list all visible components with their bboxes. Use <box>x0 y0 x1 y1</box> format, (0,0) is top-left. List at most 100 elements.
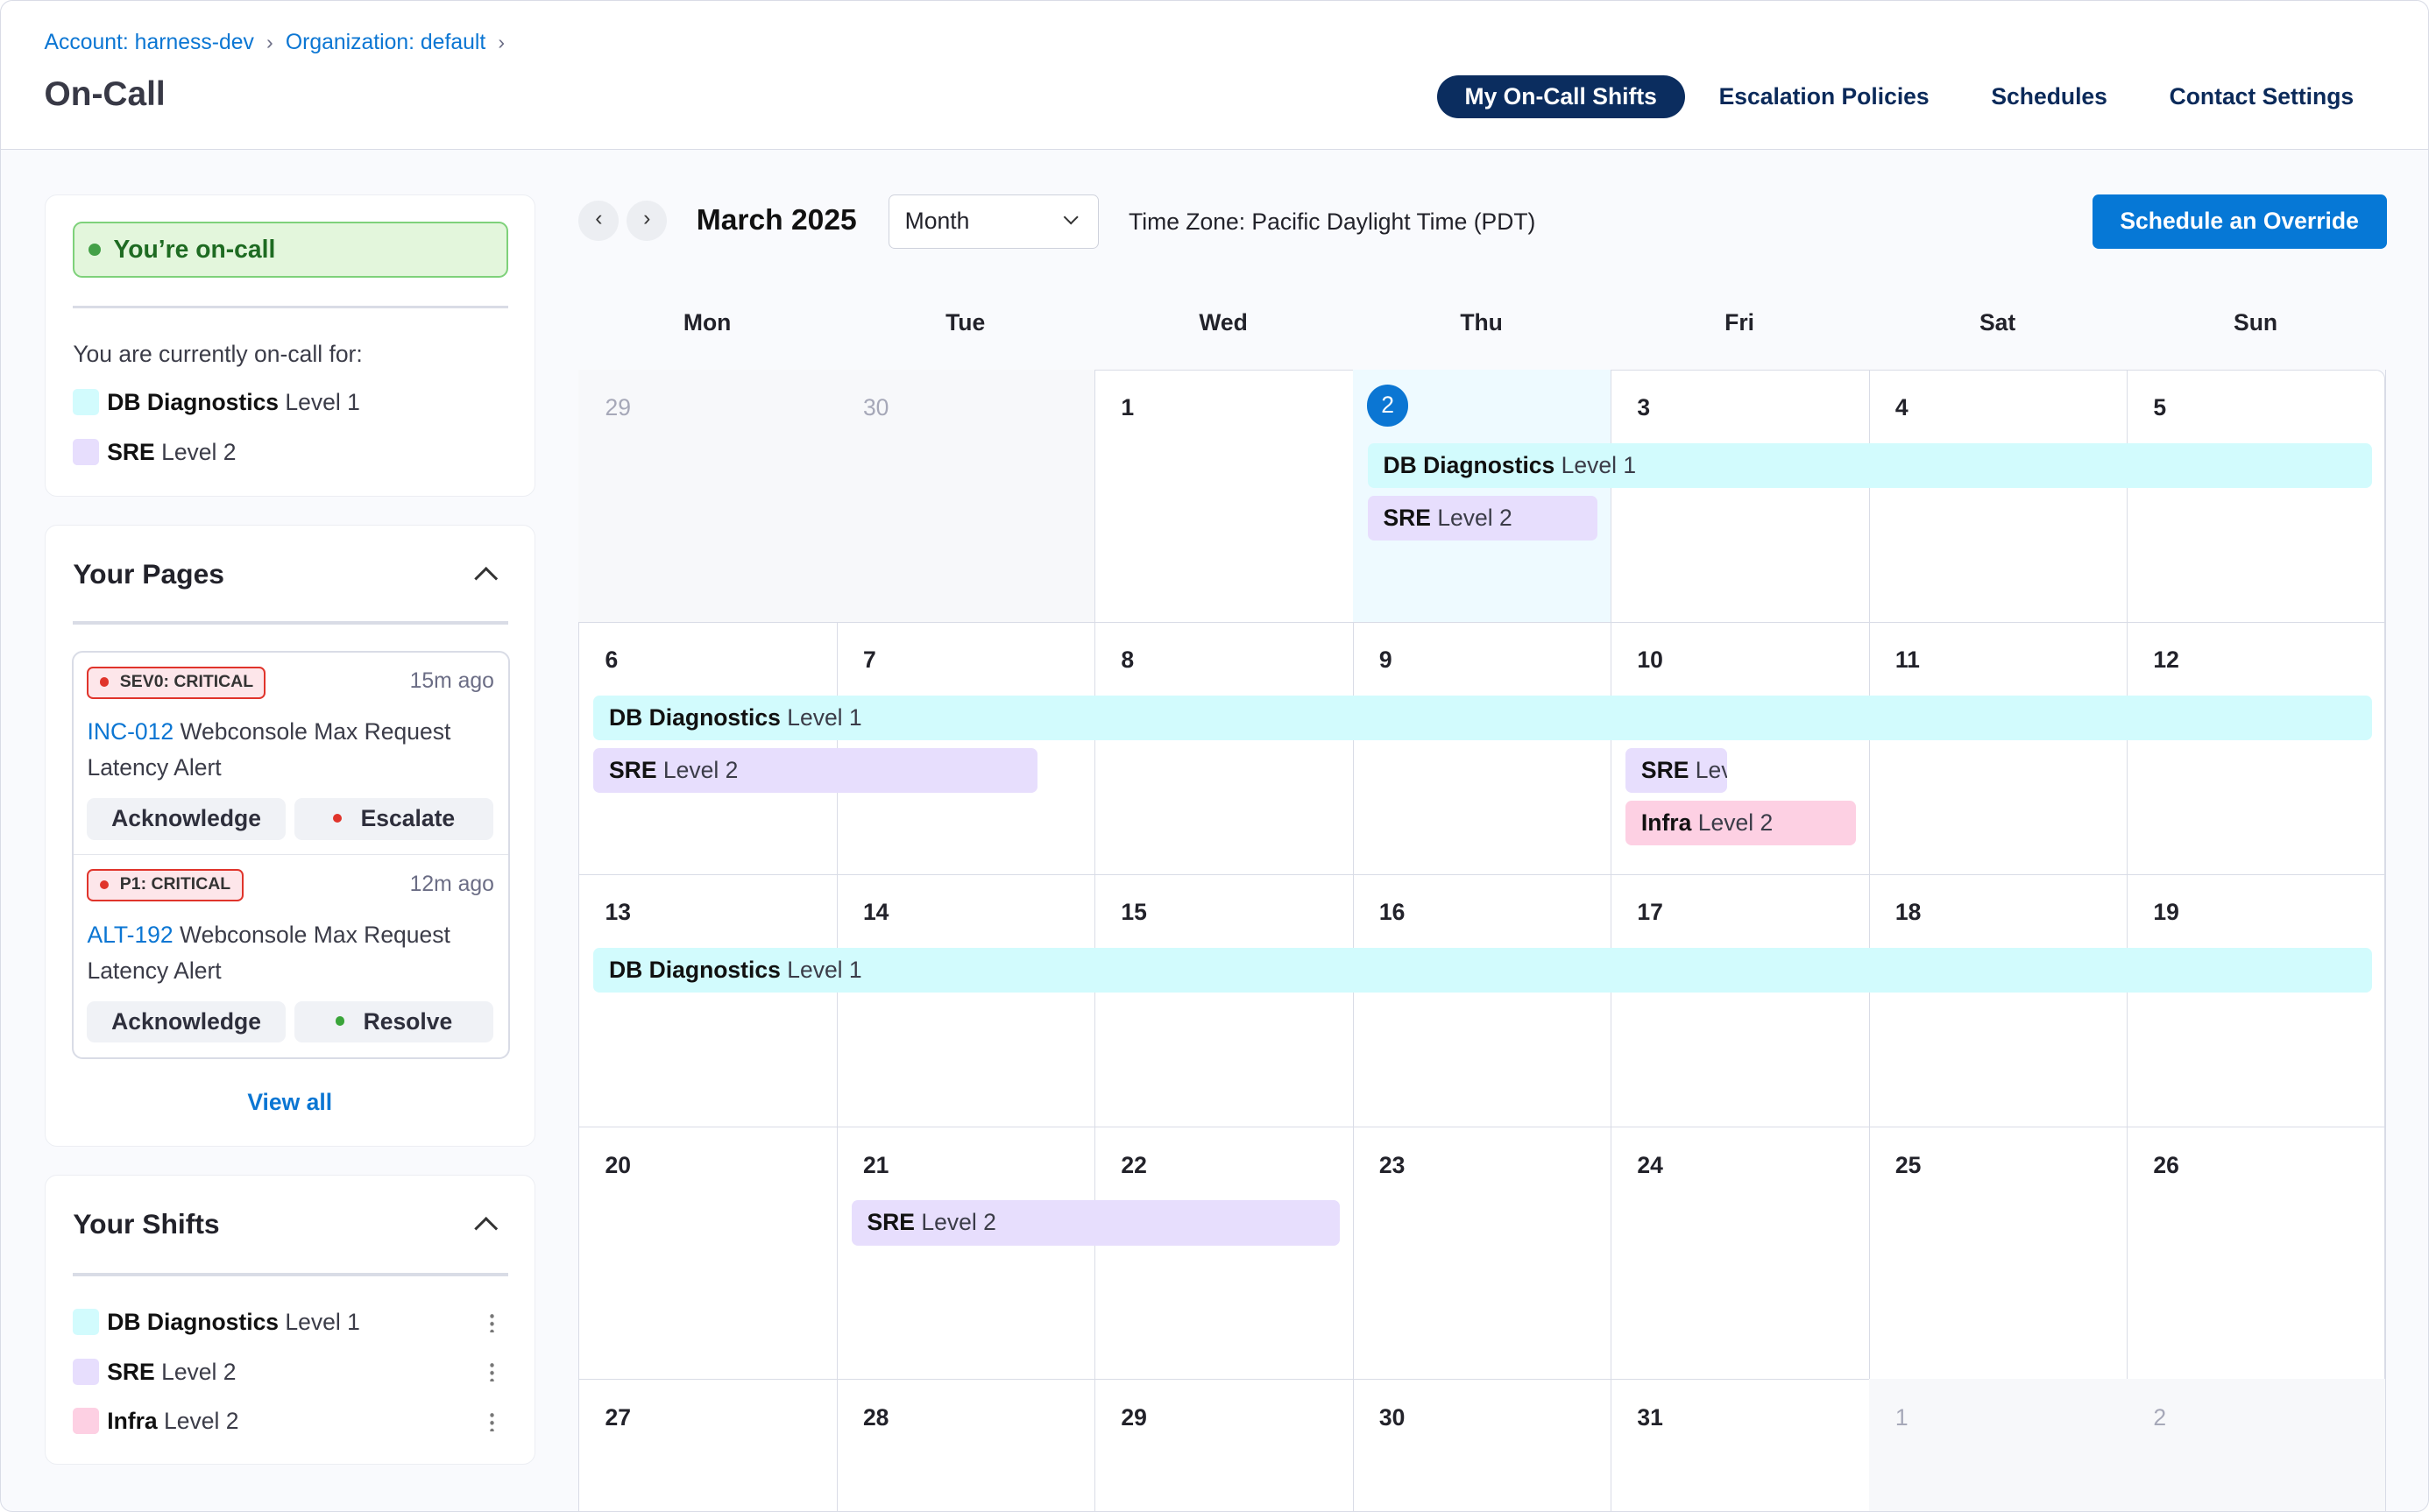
more-options-icon[interactable] <box>489 1410 494 1431</box>
day-cell[interactable]: 1 <box>1868 1379 2128 1511</box>
day-cell[interactable]: 31 <box>1611 1379 1870 1511</box>
breadcrumb-account[interactable]: Account: harness-dev <box>44 30 254 54</box>
color-swatch <box>73 388 100 416</box>
incident-link[interactable]: INC-012 <box>87 718 174 745</box>
day-cell[interactable]: 15 <box>1094 874 1354 1128</box>
day-cell[interactable]: 25 <box>1868 1127 2128 1381</box>
on-call-badge-label: You’re on-call <box>113 235 276 264</box>
schedule-override-button[interactable]: Schedule an Override <box>2092 194 2387 249</box>
day-cell[interactable]: 7 <box>836 621 1096 876</box>
day-cell[interactable]: 22 <box>1094 1127 1354 1381</box>
day-number: 27 <box>605 1403 631 1431</box>
day-cell[interactable]: 4 <box>1868 369 2128 623</box>
day-cell[interactable]: 16 <box>1352 874 1612 1128</box>
day-cell[interactable]: 20 <box>578 1127 838 1381</box>
day-cell[interactable]: 29 <box>1094 1379 1354 1511</box>
your-shifts-card: Your Shifts DB Diagnostics Level 1 SRE L… <box>44 1175 535 1465</box>
page-item[interactable]: P1: CRITICAL 12m ago ALT-192 Webconsole … <box>74 855 508 1058</box>
day-cell[interactable]: 19 <box>2127 874 2386 1128</box>
day-cell[interactable]: 21 <box>836 1127 1096 1381</box>
shift-event[interactable]: SRE Level 2 <box>1625 748 1727 794</box>
page-title-text: INC-012 Webconsole Max Request Latency A… <box>87 718 451 781</box>
more-options-icon[interactable] <box>489 1311 494 1332</box>
divider <box>73 1273 509 1276</box>
day-number: 30 <box>862 394 889 421</box>
day-cell[interactable]: 30 <box>1353 1379 1612 1511</box>
tab-schedules[interactable]: Schedules <box>1991 82 2107 110</box>
day-number: 3 <box>1637 394 1651 421</box>
month-label: March 2025 <box>696 203 857 237</box>
weekday-header: Wed <box>1199 308 1248 336</box>
day-cell[interactable]: 27 <box>578 1379 838 1511</box>
day-cell[interactable]: 23 <box>1352 1127 1612 1381</box>
escalate-button[interactable]: Escalate <box>294 797 493 840</box>
day-number: 31 <box>1637 1403 1663 1431</box>
acknowledge-button[interactable]: Acknowledge <box>87 797 286 840</box>
page-age: 15m ago <box>409 669 494 694</box>
day-number: 26 <box>2153 1151 2179 1178</box>
tab-my-on-call-shifts[interactable]: My On-Call Shifts <box>1436 74 1685 119</box>
day-number: 11 <box>1894 646 1920 674</box>
day-cell[interactable]: 10 <box>1611 621 1870 876</box>
day-number: 1 <box>1121 394 1135 421</box>
next-month-button[interactable]: › <box>627 201 668 241</box>
pages-list: SEV0: CRITICAL 15m ago INC-012 Webconsol… <box>71 650 510 1060</box>
shift-event[interactable]: DB Diagnostics Level 1 <box>1367 442 2372 489</box>
shift-event[interactable]: SRE Level 2 <box>851 1200 1340 1246</box>
day-cell[interactable]: 18 <box>1868 874 2128 1128</box>
shift-event[interactable]: DB Diagnostics Level 1 <box>593 948 2372 993</box>
shift-event[interactable]: Infra Level 2 <box>1625 801 1856 846</box>
tab-escalation-policies[interactable]: Escalation Policies <box>1718 82 1930 110</box>
day-cell[interactable]: 29 <box>578 369 838 623</box>
shift-item[interactable]: SRE Level 2 <box>107 1358 237 1385</box>
day-number: 21 <box>862 1151 889 1178</box>
day-cell[interactable]: 13 <box>578 874 838 1128</box>
acknowledge-button[interactable]: Acknowledge <box>87 1000 286 1043</box>
day-number: 14 <box>862 899 889 926</box>
page-item[interactable]: SEV0: CRITICAL 15m ago INC-012 Webconsol… <box>73 653 508 856</box>
day-number: 13 <box>605 899 631 926</box>
day-cell[interactable]: 28 <box>837 1379 1096 1511</box>
chevron-up-icon[interactable] <box>473 1217 499 1241</box>
page-title-text: ALT-192 Webconsole Max Request Latency A… <box>87 922 450 984</box>
day-cell[interactable]: 8 <box>1094 621 1354 876</box>
day-cell[interactable]: 1 <box>1094 369 1354 623</box>
day-cell[interactable]: 2 <box>2127 1379 2386 1511</box>
tab-contact-settings[interactable]: Contact Settings <box>2169 82 2355 110</box>
on-call-item: SRE Level 2 <box>107 438 237 465</box>
breadcrumb-organization[interactable]: Organization: default <box>285 30 486 54</box>
day-number: 29 <box>1121 1403 1147 1431</box>
page-age: 12m ago <box>409 872 494 896</box>
day-number: 2 <box>2153 1403 2167 1431</box>
shift-item[interactable]: Infra Level 2 <box>107 1408 239 1435</box>
day-cell[interactable]: 3 <box>1611 369 1870 623</box>
view-all-link[interactable]: View all <box>247 1089 333 1116</box>
more-options-icon[interactable] <box>489 1361 494 1382</box>
on-call-item: DB Diagnostics Level 1 <box>107 388 360 415</box>
day-number: 29 <box>605 394 631 421</box>
day-cell[interactable]: 24 <box>1611 1127 1870 1381</box>
weekday-header: Mon <box>683 308 732 336</box>
day-cell[interactable]: 30 <box>836 369 1096 623</box>
chevron-up-icon[interactable] <box>473 566 499 591</box>
day-number: 23 <box>1378 1151 1406 1178</box>
day-cell[interactable]: 9 <box>1352 621 1612 876</box>
resolve-button[interactable]: Resolve <box>294 1000 493 1043</box>
green-dot-icon <box>335 1016 345 1026</box>
shift-event[interactable]: SRE Level 2 <box>593 748 1038 794</box>
day-cell[interactable]: 5 <box>2127 369 2386 623</box>
shift-item[interactable]: DB Diagnostics Level 1 <box>107 1309 360 1336</box>
day-cell[interactable]: 12 <box>2127 621 2386 876</box>
previous-month-button[interactable]: ‹ <box>578 201 620 241</box>
day-cell[interactable]: 11 <box>1868 621 2128 876</box>
weekday-header: Fri <box>1724 308 1755 336</box>
alert-link[interactable]: ALT-192 <box>87 922 174 949</box>
day-cell[interactable]: 17 <box>1611 874 1870 1128</box>
shift-event[interactable]: DB Diagnostics Level 1 <box>593 696 2372 741</box>
chevron-right-icon: › <box>266 30 273 53</box>
view-select[interactable]: Month <box>889 194 1100 249</box>
shift-event[interactable]: SRE Level 2 <box>1367 495 1598 541</box>
day-cell[interactable]: 14 <box>836 874 1096 1128</box>
day-cell[interactable]: 26 <box>2127 1127 2386 1381</box>
